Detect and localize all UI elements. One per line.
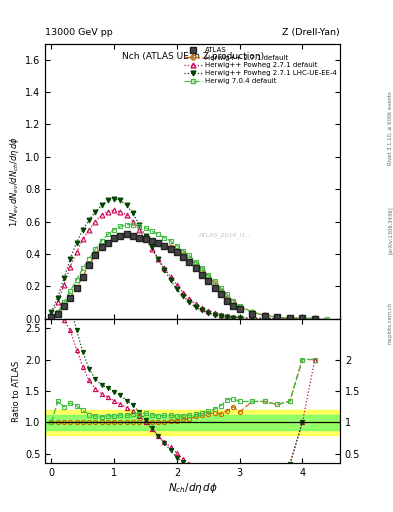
Legend: ATLAS, Herwig++ 2.7.1 default, Herwig++ Powheg 2.7.1 default, Herwig++ Powheg 2.: ATLAS, Herwig++ 2.7.1 default, Herwig++ … [183,46,338,86]
Text: ATLAS_2019_I1...: ATLAS_2019_I1... [198,232,252,238]
Text: mcplots.cern.ch: mcplots.cern.ch [388,302,393,344]
Text: 13000 GeV pp: 13000 GeV pp [45,28,113,37]
Text: Z (Drell-Yan): Z (Drell-Yan) [282,28,340,37]
Y-axis label: Ratio to ATLAS: Ratio to ATLAS [12,360,21,421]
Text: Rivet 3.1.10, ≥ 600k events: Rivet 3.1.10, ≥ 600k events [388,91,393,165]
Y-axis label: $1/N_{ev}\,dN_{ev}/dN_{ch}/d\eta\,d\phi$: $1/N_{ev}\,dN_{ev}/dN_{ch}/d\eta\,d\phi$ [8,136,21,226]
Bar [45,415,340,430]
Bar [45,410,340,435]
X-axis label: $N_{ch}/d\eta\,d\phi$: $N_{ch}/d\eta\,d\phi$ [167,481,218,495]
Text: [arXiv:1306.3436]: [arXiv:1306.3436] [388,206,393,254]
Text: Nch (ATLAS UE in Z production): Nch (ATLAS UE in Z production) [121,52,264,61]
